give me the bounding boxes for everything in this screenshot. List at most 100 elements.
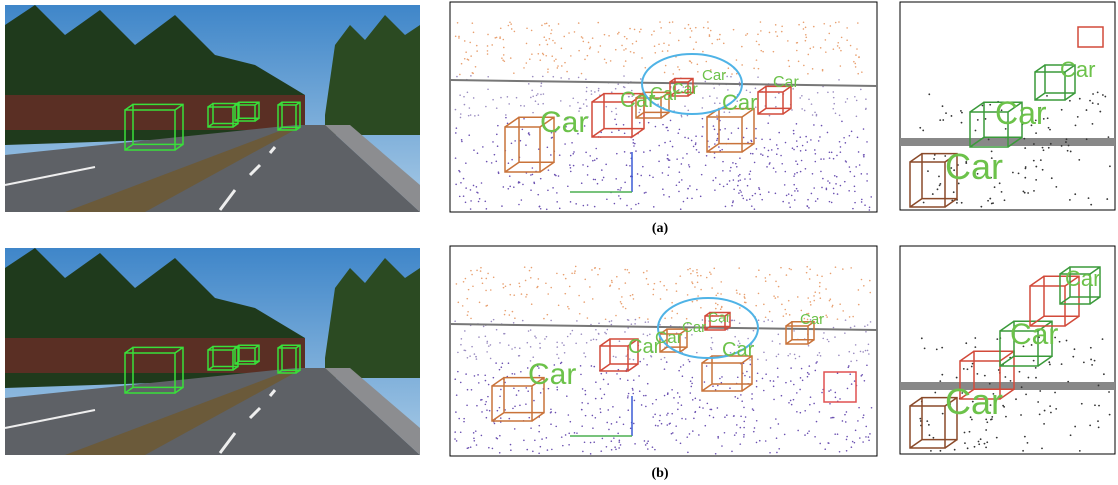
lidar-point — [484, 200, 486, 202]
lidar-point — [626, 164, 628, 166]
lidar-point — [627, 379, 629, 381]
lidar-point — [491, 162, 493, 164]
lidar-point — [863, 154, 865, 156]
lidar-point — [639, 31, 641, 33]
lidar-point — [479, 198, 481, 200]
lidar-point — [819, 443, 821, 445]
lidar-point — [470, 446, 472, 448]
lidar-point — [936, 348, 938, 350]
lidar-point — [571, 142, 573, 144]
lidar-point — [561, 342, 563, 344]
lidar-point — [702, 97, 704, 99]
lidar-point — [526, 43, 528, 45]
lidar-point — [849, 373, 851, 375]
lidar-point — [834, 336, 836, 338]
lidar-point — [630, 51, 632, 53]
lidar-point — [593, 366, 595, 368]
lidar-point — [568, 32, 570, 34]
lidar-point — [561, 65, 563, 67]
lidar-point — [660, 298, 662, 300]
lidar-point — [729, 387, 731, 389]
lidar-point — [655, 126, 657, 128]
lidar-point — [756, 148, 758, 150]
car-label: Car — [528, 358, 576, 391]
lidar-point — [621, 45, 623, 47]
lidar-point — [1042, 147, 1044, 149]
lidar-point — [538, 431, 540, 433]
lidar-point — [746, 128, 748, 130]
lidar-point — [757, 76, 759, 78]
lidar-point — [473, 437, 475, 439]
lidar-point — [719, 183, 721, 185]
lidar-point — [625, 60, 627, 62]
lidar-point — [812, 114, 814, 116]
lidar-point — [846, 27, 848, 29]
lidar-point — [503, 47, 505, 49]
lidar-point — [769, 115, 771, 117]
lidar-point — [540, 208, 542, 210]
lidar-point — [575, 266, 577, 268]
lidar-point — [768, 191, 770, 193]
lidar-point — [523, 118, 525, 120]
lidar-point — [594, 159, 596, 161]
lidar-point — [467, 91, 469, 93]
lidar-point — [752, 195, 754, 197]
lidar-point — [829, 403, 831, 405]
lidar-point — [937, 188, 939, 190]
lidar-point — [492, 99, 494, 101]
lidar-point — [769, 452, 771, 454]
lidar-point — [731, 451, 733, 453]
lidar-point — [733, 179, 735, 181]
lidar-point — [691, 383, 693, 385]
lidar-point — [839, 451, 841, 453]
lidar-point — [481, 399, 483, 401]
lidar-point — [789, 314, 791, 316]
lidar-point — [456, 440, 458, 442]
lidar-point — [692, 283, 694, 285]
lidar-point — [709, 95, 711, 97]
lidar-point — [460, 113, 462, 115]
lidar-point — [688, 359, 690, 361]
lidar-point — [659, 415, 661, 417]
lidar-point — [470, 189, 472, 191]
lidar-point — [620, 187, 622, 189]
lidar-point — [670, 120, 672, 122]
lidar-point — [840, 65, 842, 67]
lidar-point — [480, 267, 482, 269]
lidar-point — [827, 180, 829, 182]
lidar-point — [846, 439, 848, 441]
lidar-point — [632, 388, 634, 390]
lidar-point — [537, 194, 539, 196]
lidar-point — [808, 54, 810, 56]
lidar-point — [623, 423, 625, 425]
lidar-point — [781, 26, 783, 28]
lidar-point — [710, 273, 712, 275]
lidar-point — [652, 446, 654, 448]
lidar-point — [516, 394, 518, 396]
lidar-point — [790, 269, 792, 271]
lidar-point — [773, 51, 775, 53]
lidar-point — [679, 396, 681, 398]
lidar-point — [821, 392, 823, 394]
lidar-point — [671, 389, 673, 391]
lidar-point — [493, 276, 495, 278]
lidar-point — [805, 149, 807, 151]
lidar-point — [486, 351, 488, 353]
car-label: Car — [1010, 318, 1058, 351]
lidar-point — [647, 448, 649, 450]
lidar-point — [547, 146, 549, 148]
lidar-point — [687, 197, 689, 199]
lidar-point — [855, 166, 857, 168]
lidar-point — [807, 199, 809, 201]
lidar-point — [678, 191, 680, 193]
lidar-point — [539, 59, 541, 61]
lidar-point — [766, 359, 768, 361]
lidar-point — [513, 322, 515, 324]
lidar-point — [984, 443, 986, 445]
lidar-point — [609, 285, 611, 287]
lidar-point — [853, 61, 855, 63]
lidar-point — [865, 98, 867, 100]
lidar-point — [470, 75, 472, 77]
lidar-point — [534, 335, 536, 337]
lidar-point — [778, 334, 780, 336]
